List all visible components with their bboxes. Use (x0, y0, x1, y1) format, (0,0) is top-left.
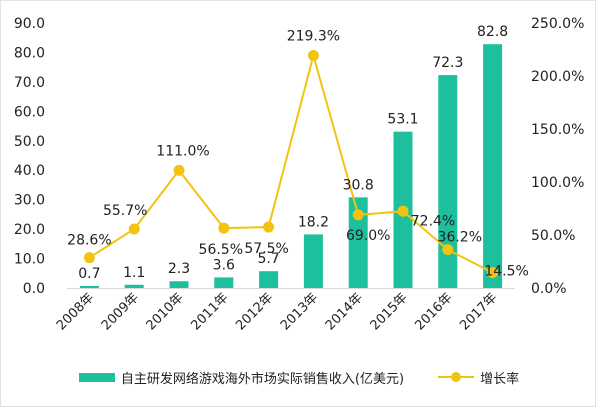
y-right-tick-label: 100.0% (531, 175, 584, 191)
bar (259, 271, 279, 288)
legend-label-growth: 增长率 (480, 371, 520, 387)
growth-data-label: 219.3% (287, 29, 340, 45)
bar (303, 234, 323, 288)
y-left-tick-label: 80.0 (14, 45, 45, 61)
growth-data-label: 72.4% (411, 213, 455, 229)
growth-point (442, 244, 454, 256)
y-right-tick-label: 250.0% (531, 16, 584, 32)
bar-data-label: 30.8 (343, 177, 374, 193)
bar-data-label: 3.6 (213, 257, 235, 273)
growth-point (397, 205, 409, 217)
y-right-tick-label: 150.0% (531, 122, 584, 138)
growth-point (128, 223, 140, 235)
bar (79, 285, 99, 288)
legend-item-revenue: 自主研发网络游戏海外市场实际销售收入(亿美元) (78, 368, 405, 387)
bar (483, 44, 503, 289)
x-tick-label: 2010年 (144, 290, 187, 333)
legend-swatch-line (438, 371, 475, 383)
growth-data-label: 28.6% (67, 233, 111, 249)
y-left-tick-label: 70.0 (14, 75, 45, 91)
bar (438, 75, 458, 288)
growth-data-label: 14.5% (484, 264, 528, 280)
legend-item-growth: 增长率 (438, 368, 519, 387)
x-tick-label: 2009年 (99, 290, 142, 333)
legend-label-revenue: 自主研发网络游戏海外市场实际销售收入(亿美元) (120, 371, 405, 387)
growth-point (263, 221, 275, 233)
growth-data-label: 69.0% (346, 228, 390, 244)
growth-data-label: 55.7% (103, 203, 147, 219)
bar (169, 281, 189, 288)
x-tick-label: 2015年 (368, 290, 411, 333)
growth-point (218, 222, 230, 234)
growth-point (173, 164, 185, 176)
y-left-tick-label: 0.0 (23, 281, 45, 297)
legend: 自主研发网络游戏海外市场实际销售收入(亿美元) 增长率 (1, 365, 595, 389)
y-right-tick-label: 50.0% (531, 228, 575, 244)
bar-data-label: 5.7 (257, 251, 279, 267)
bar (124, 284, 144, 288)
growth-data-label: 56.5% (199, 242, 243, 258)
x-tick-label: 2012年 (233, 290, 276, 333)
growth-data-label: 111.0% (156, 143, 209, 159)
growth-point (307, 50, 319, 62)
y-left-tick-label: 20.0 (14, 222, 45, 238)
growth-line (88, 51, 494, 274)
y-left-tick-label: 30.0 (14, 193, 45, 209)
growth-data-label: 57.5% (244, 241, 288, 257)
growth-point (83, 252, 95, 264)
x-tick-label: 2008年 (54, 290, 97, 333)
bar (214, 277, 234, 288)
x-tick-label: 2013年 (278, 290, 321, 333)
bar-data-label: 53.1 (387, 112, 418, 128)
bar-data-label: 2.3 (168, 261, 190, 277)
growth-data-label: 36.2% (438, 230, 482, 246)
bar-data-label: 0.7 (78, 266, 100, 282)
y-left-tick-label: 90.0 (14, 16, 45, 32)
y-right-tick-label: 200.0% (531, 69, 584, 85)
legend-swatch-bar (78, 372, 115, 382)
y-left-tick-label: 50.0 (14, 134, 45, 150)
bar-data-label: 18.2 (298, 214, 329, 230)
y-left-tick-label: 60.0 (14, 104, 45, 120)
y-left-tick-label: 40.0 (14, 163, 45, 179)
bar-data-label: 82.8 (477, 24, 508, 40)
growth-point (352, 209, 364, 221)
x-tick-label: 2014年 (323, 290, 366, 333)
bar-data-label: 1.1 (123, 265, 145, 281)
y-left-tick-label: 10.0 (14, 252, 45, 268)
bar (348, 197, 368, 288)
growth-point (487, 267, 499, 279)
bar-data-label: 72.3 (432, 55, 463, 71)
x-tick-label: 2017年 (457, 290, 500, 333)
x-tick-label: 2016年 (412, 290, 455, 333)
y-right-tick-label: 0.0% (531, 281, 567, 297)
x-tick-label: 2011年 (188, 290, 231, 333)
